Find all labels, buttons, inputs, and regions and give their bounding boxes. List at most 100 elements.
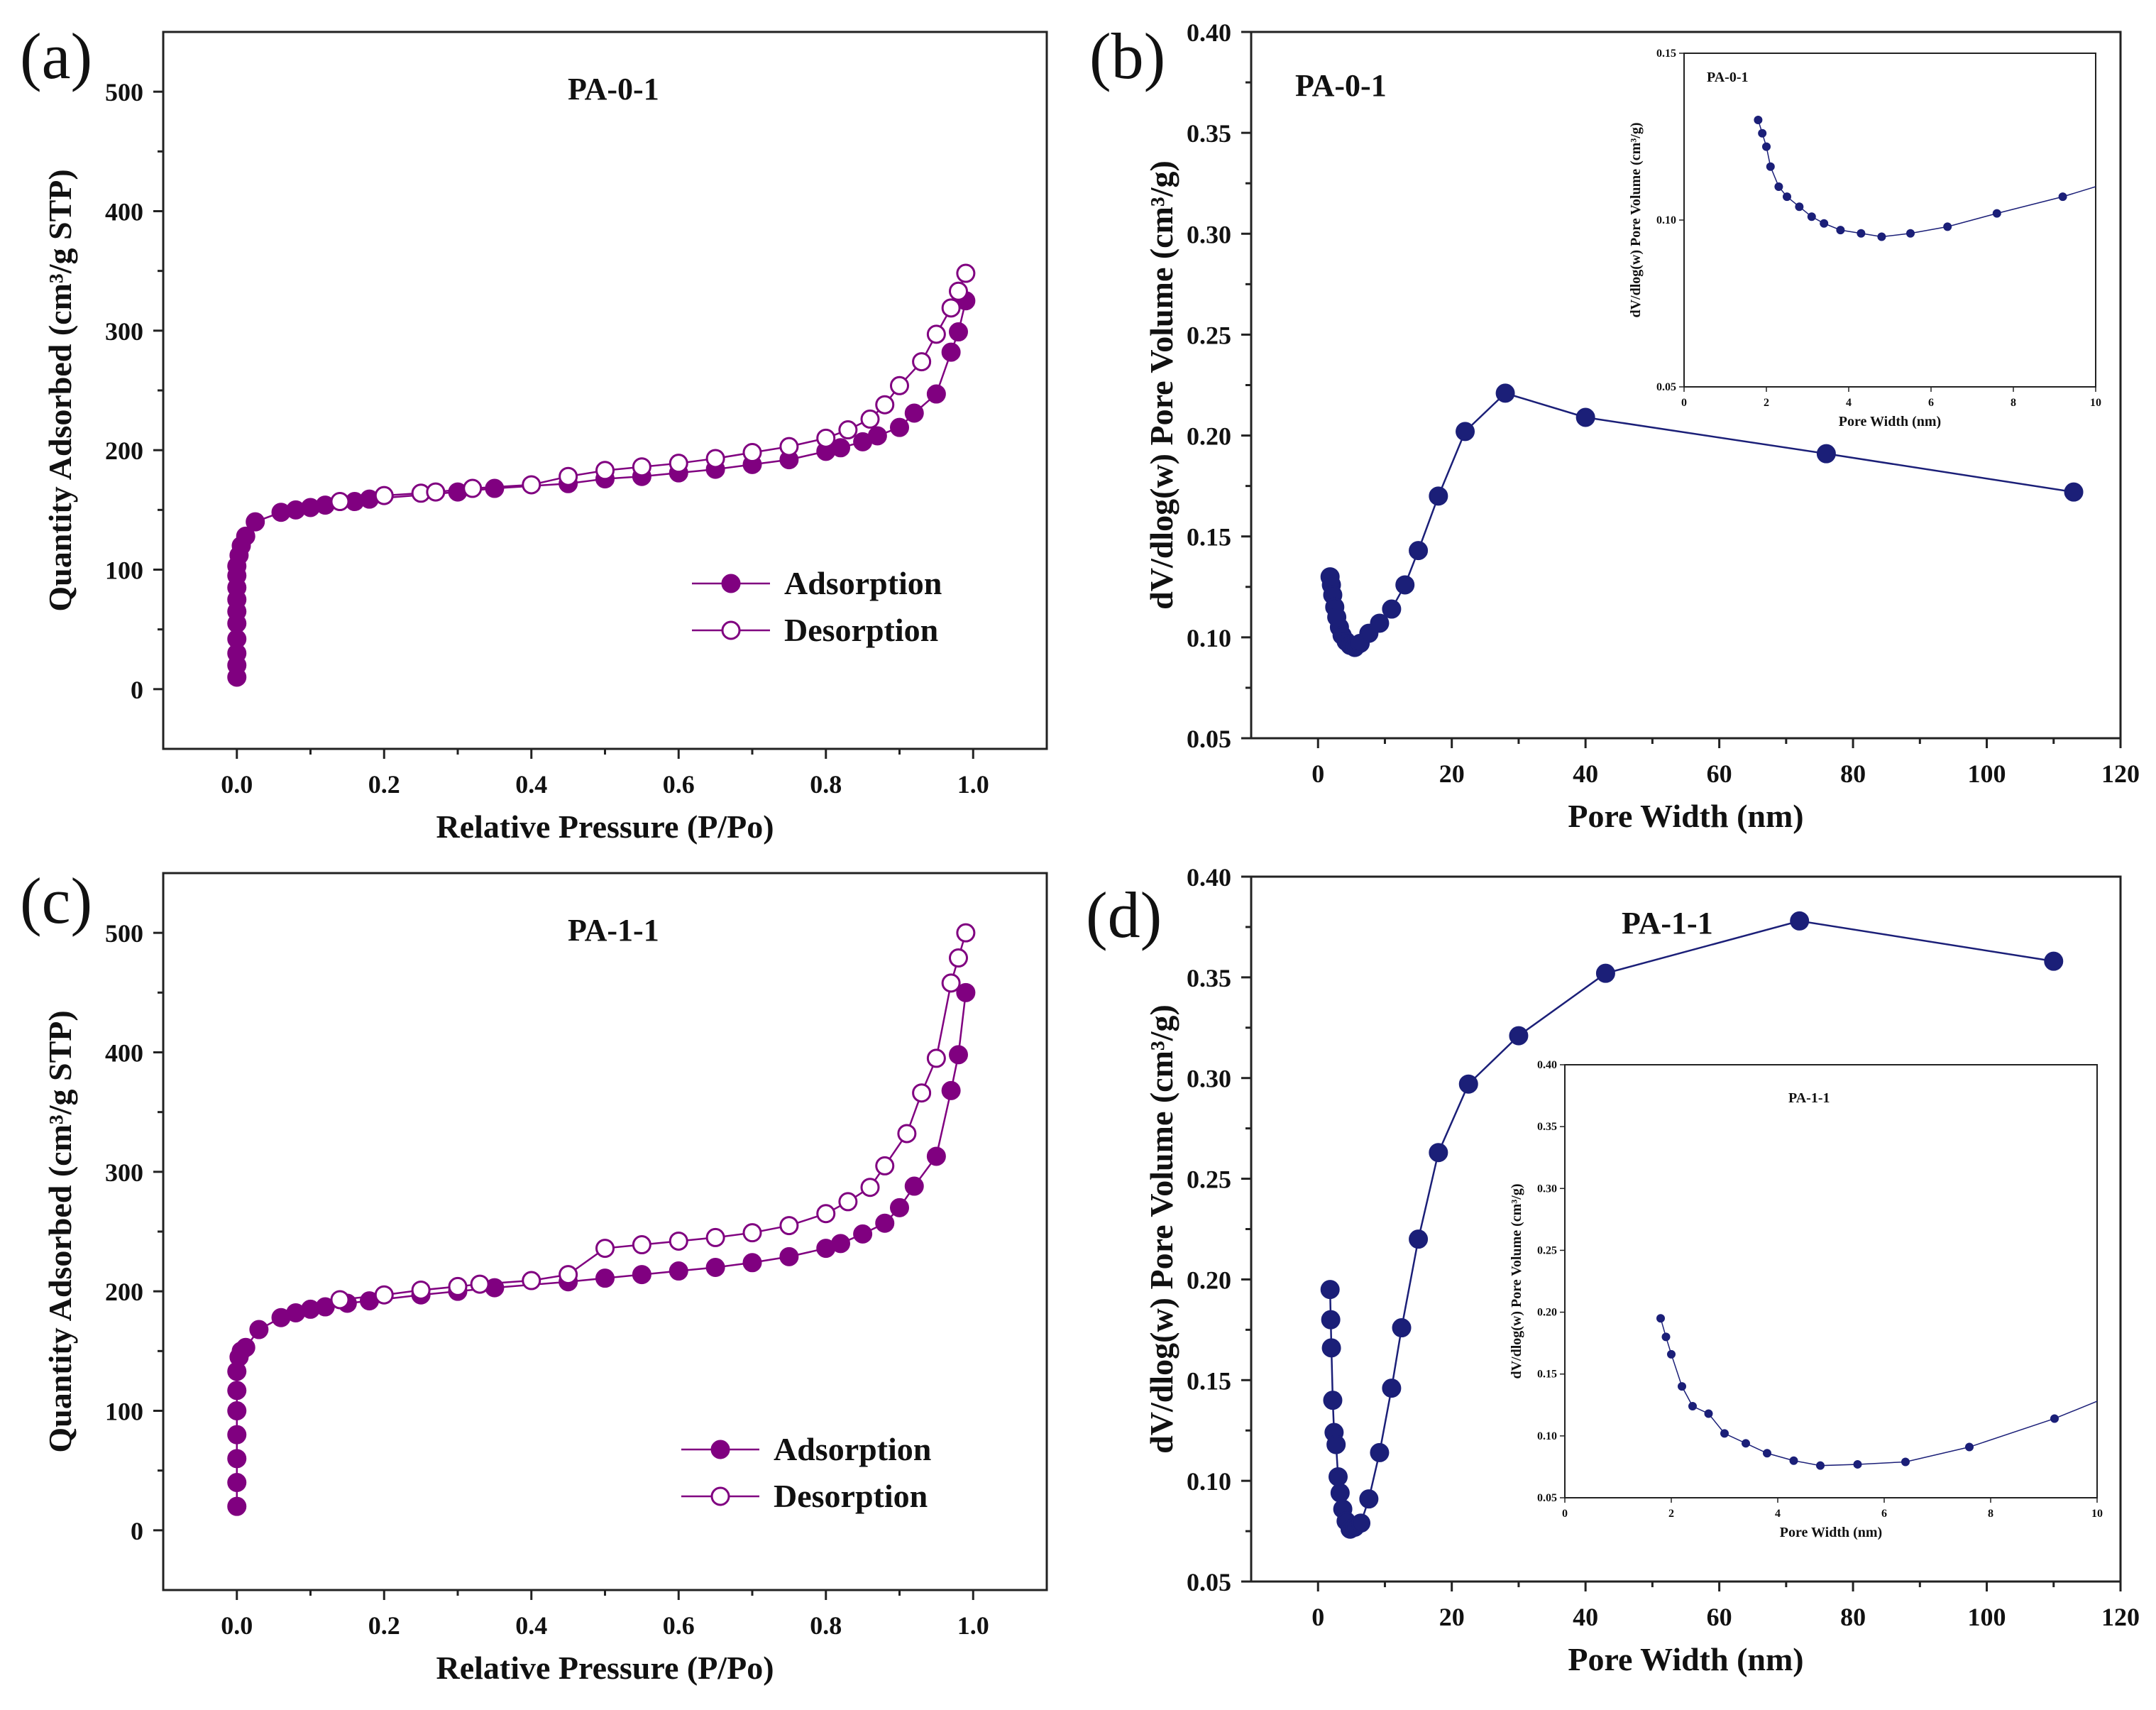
x-tick-label: 120 xyxy=(2101,1603,2140,1631)
x-axis-label: Relative Pressure (P/Po) xyxy=(436,1650,774,1686)
y-axis-label: dV/dlog(w) Pore Volume (cm³/g) xyxy=(1143,1004,1179,1454)
data-point xyxy=(227,1425,247,1445)
data-point xyxy=(236,1337,255,1357)
data-point xyxy=(559,1265,578,1285)
data-point xyxy=(1595,963,1615,983)
inset-x-tick-label: 4 xyxy=(1846,397,1852,409)
y-tick-label: 0.20 xyxy=(1187,422,1231,451)
panel-letter: (c) xyxy=(20,865,92,937)
inset-x-axis-label: Pore Width (nm) xyxy=(1839,414,1941,429)
legend-label: Desorption xyxy=(784,612,938,648)
x-tick-label: 40 xyxy=(1573,1603,1598,1631)
inset-y-tick-label: 0.20 xyxy=(1537,1307,1557,1319)
panel-title: PA-0-1 xyxy=(568,72,659,106)
panel-title: PA-0-1 xyxy=(1295,68,1387,103)
data-point xyxy=(559,466,578,486)
inset-data-point xyxy=(1836,226,1845,235)
y-tick-label: 0.05 xyxy=(1187,725,1231,753)
inset-y-tick-label: 0.35 xyxy=(1537,1121,1557,1133)
inset-data-point xyxy=(1774,182,1783,191)
inset-data-point xyxy=(2050,1414,2059,1423)
data-point xyxy=(330,492,350,512)
panel-b: 0 20 40 60 80 100 1200.050.100.150.200.250.300… xyxy=(1089,18,2140,834)
data-point xyxy=(1409,1229,1429,1249)
inset-y-axis-label: dV/dlog(w) Pore Volume (cm³/g) xyxy=(1628,122,1644,317)
y-tick-label: 0.15 xyxy=(1187,1366,1231,1395)
y-tick-label: 100 xyxy=(105,1398,143,1426)
data-point xyxy=(236,526,255,546)
legend-label: Adsorption xyxy=(774,1431,931,1467)
x-tick-label: 1.0 xyxy=(957,1611,989,1640)
inset-series xyxy=(1656,1314,2097,1470)
x-axis-label: Pore Width (nm) xyxy=(1568,798,1803,834)
inset-chart: 0 2 4 6 8 10 0.05 0.10 0.15 Pore Width (nm) dV/dlo… xyxy=(1628,48,2101,429)
data-point xyxy=(831,438,850,458)
inset-data-point xyxy=(1816,1461,1825,1470)
data-point xyxy=(595,1239,615,1259)
inset-series xyxy=(1754,116,2096,241)
legend-marker-open xyxy=(710,1486,730,1506)
x-tick-label: 0.2 xyxy=(368,770,400,799)
data-point xyxy=(904,1176,924,1196)
inset-y-tick-label: 0.40 xyxy=(1537,1059,1557,1071)
panel-a: 0.0 0.2 0.4 0.6 0.8 1.0 0 100 200 300 400 500 Relati… xyxy=(20,20,1048,845)
legend-marker-open xyxy=(721,620,741,640)
panel-letter: (a) xyxy=(20,20,92,92)
x-axis-label: Relative Pressure (P/Po) xyxy=(436,809,774,845)
inset-x-tick-label: 10 xyxy=(2090,397,2101,409)
y-tick-label: 0.25 xyxy=(1187,1166,1231,1194)
inset-data-point xyxy=(1807,212,1816,221)
inset-data-point xyxy=(1742,1439,1750,1448)
inset-data-point xyxy=(1906,229,1915,238)
x-tick-label: 0.8 xyxy=(810,770,842,799)
data-point xyxy=(1509,1026,1529,1046)
legend-label: Adsorption xyxy=(784,565,942,601)
data-point xyxy=(926,1146,946,1166)
data-point xyxy=(949,948,968,968)
y-tick-label: 0.40 xyxy=(1187,18,1231,47)
data-point xyxy=(890,417,909,437)
y-axis-label: dV/dlog(w) Pore Volume (cm³/g) xyxy=(1143,160,1179,610)
data-point xyxy=(1790,911,1810,931)
inset-data-point xyxy=(1762,142,1771,151)
data-point xyxy=(705,449,725,468)
data-point xyxy=(949,1045,968,1065)
data-point xyxy=(705,1227,725,1247)
y-tick-label: 200 xyxy=(105,437,143,465)
data-point xyxy=(941,298,961,318)
data-point xyxy=(912,352,932,372)
data-point xyxy=(875,1213,895,1233)
inset-y-tick-label: 0.10 xyxy=(1656,214,1676,226)
inset-data-point xyxy=(1656,1314,1665,1323)
data-point xyxy=(742,1253,762,1273)
y-tick-label: 300 xyxy=(105,1158,143,1187)
inset-data-point xyxy=(1763,1449,1771,1458)
inset-x-tick-label: 8 xyxy=(2011,397,2016,409)
panel-letter: (b) xyxy=(1089,20,1165,92)
data-point xyxy=(941,973,961,993)
y-tick-label: 0.05 xyxy=(1187,1568,1231,1596)
legend: Adsorption Desorption xyxy=(681,1431,931,1514)
data-point xyxy=(956,263,976,283)
data-point xyxy=(246,512,265,532)
x-tick-label: 0 xyxy=(1311,760,1324,788)
x-tick-label: 0.0 xyxy=(221,770,253,799)
y-tick-label: 500 xyxy=(105,919,143,948)
data-point xyxy=(742,1223,762,1243)
y-tick-label: 400 xyxy=(105,198,143,226)
inset-data-point xyxy=(1901,1457,1910,1467)
data-point xyxy=(705,1258,725,1277)
data-point xyxy=(956,982,976,1002)
y-tick-label: 0.40 xyxy=(1187,863,1231,892)
series-line-desorption xyxy=(339,932,967,1301)
data-point xyxy=(1329,1467,1348,1486)
x-tick-label: 0.4 xyxy=(515,770,547,799)
data-point xyxy=(632,1265,651,1285)
inset-data-point xyxy=(1678,1382,1686,1391)
data-point xyxy=(2044,951,2064,971)
data-point xyxy=(875,1156,895,1175)
inset-y-tick-label: 0.15 xyxy=(1537,1369,1557,1381)
inset-data-point xyxy=(1720,1429,1729,1438)
data-point xyxy=(1458,1074,1478,1094)
data-point xyxy=(669,1261,688,1281)
